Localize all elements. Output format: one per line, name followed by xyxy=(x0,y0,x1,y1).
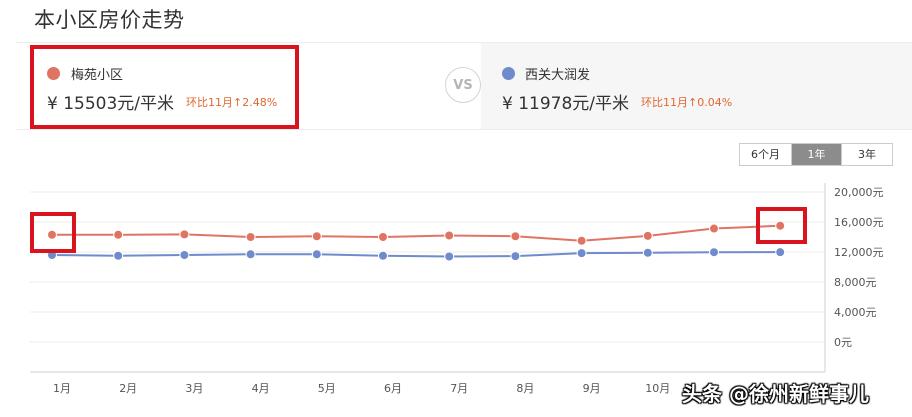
data-point xyxy=(444,230,455,241)
compare-right-panel xyxy=(481,43,912,129)
highlight-box-start xyxy=(30,212,76,253)
legend-dot-right xyxy=(502,67,515,80)
tab-1-year[interactable]: 1年 xyxy=(792,144,842,165)
vs-badge: VS xyxy=(445,67,481,103)
y-tick-label: 0元 xyxy=(834,336,852,349)
data-point xyxy=(775,247,786,258)
y-tick-label: 4,000元 xyxy=(834,306,877,319)
y-tick-label: 8,000元 xyxy=(834,276,877,289)
data-point xyxy=(179,229,190,240)
community-left-price: ¥ 15503元/平米 xyxy=(47,94,175,114)
watermark: 头条 @徐州新鲜事儿 xyxy=(682,382,869,406)
data-point xyxy=(642,247,653,258)
community-left-change: 环比11月↑2.48% xyxy=(186,96,278,109)
x-tick-label: 7月 xyxy=(450,382,468,395)
y-tick-label: 16,000元 xyxy=(834,216,884,229)
data-point xyxy=(444,251,455,262)
community-right[interactable]: 西关大润发 ¥ 11978元/平米 环比11月↑0.04% xyxy=(481,43,912,129)
x-tick-label: 10月 xyxy=(645,382,670,395)
series-line-1 xyxy=(51,251,781,258)
data-point xyxy=(113,229,124,240)
community-right-name: 西关大润发 xyxy=(525,68,591,83)
compare-panel: 梅苑小区 ¥ 15503元/平米 环比11月↑2.48% 西关大润发 ¥ 119… xyxy=(16,42,912,130)
x-tick-label: 8月 xyxy=(516,382,534,395)
legend-dot-left xyxy=(47,67,60,80)
data-point xyxy=(179,250,190,260)
data-point xyxy=(510,231,521,242)
x-tick-label: 9月 xyxy=(583,382,601,395)
community-left[interactable]: 梅苑小区 ¥ 15503元/平米 环比11月↑2.48% xyxy=(16,43,456,129)
x-tick-label: 2月 xyxy=(119,382,137,395)
data-point xyxy=(245,232,256,242)
x-tick-label: 6月 xyxy=(384,382,402,395)
x-tick-label: 1月 xyxy=(53,382,71,395)
data-point xyxy=(245,249,256,260)
data-point xyxy=(47,229,57,240)
data-point xyxy=(709,223,719,234)
series-line-0 xyxy=(52,224,781,242)
page-title: 本小区房价走势 xyxy=(34,8,185,32)
data-point xyxy=(311,231,322,242)
community-left-name: 梅苑小区 xyxy=(71,68,124,83)
x-tick-label: 3月 xyxy=(185,382,203,395)
data-point xyxy=(576,248,587,259)
x-tick-label: 4月 xyxy=(252,382,270,395)
data-point xyxy=(642,230,653,241)
data-point xyxy=(378,250,388,261)
y-tick-label: 12,000元 xyxy=(834,246,884,259)
data-point xyxy=(311,249,322,260)
data-point xyxy=(510,251,521,262)
data-point xyxy=(709,247,719,258)
tab-6-months[interactable]: 6个月 xyxy=(740,144,792,165)
community-right-price: ¥ 11978元/平米 xyxy=(502,94,630,114)
highlight-box-price xyxy=(30,45,299,129)
tab-3-years[interactable]: 3年 xyxy=(842,144,892,165)
x-tick-label: 5月 xyxy=(318,382,336,395)
community-right-change: 环比11月↑0.04% xyxy=(641,96,733,109)
data-point xyxy=(378,232,388,242)
data-point xyxy=(576,235,587,246)
range-tabs: 6个月 1年 3年 xyxy=(739,143,893,166)
y-tick-label: 20,000元 xyxy=(834,186,884,199)
data-point xyxy=(113,250,124,261)
data-point xyxy=(775,220,786,231)
highlight-box-end xyxy=(756,207,807,244)
